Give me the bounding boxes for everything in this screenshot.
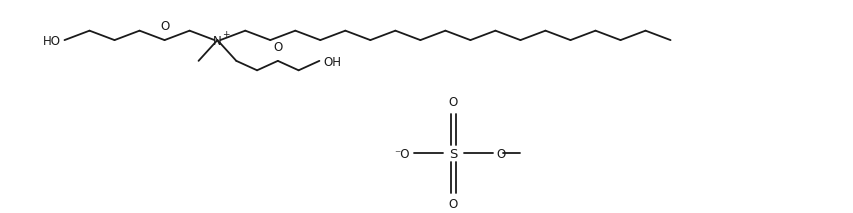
Text: S: S bbox=[449, 148, 457, 161]
Text: O: O bbox=[496, 148, 506, 161]
Text: ⁻O: ⁻O bbox=[394, 148, 409, 161]
Text: O: O bbox=[449, 198, 457, 211]
Text: OH: OH bbox=[322, 56, 340, 69]
Text: N: N bbox=[212, 35, 222, 48]
Text: HO: HO bbox=[43, 35, 61, 48]
Text: O: O bbox=[273, 41, 282, 54]
Text: O: O bbox=[449, 96, 457, 109]
Text: +: + bbox=[222, 30, 229, 39]
Text: O: O bbox=[160, 20, 169, 33]
